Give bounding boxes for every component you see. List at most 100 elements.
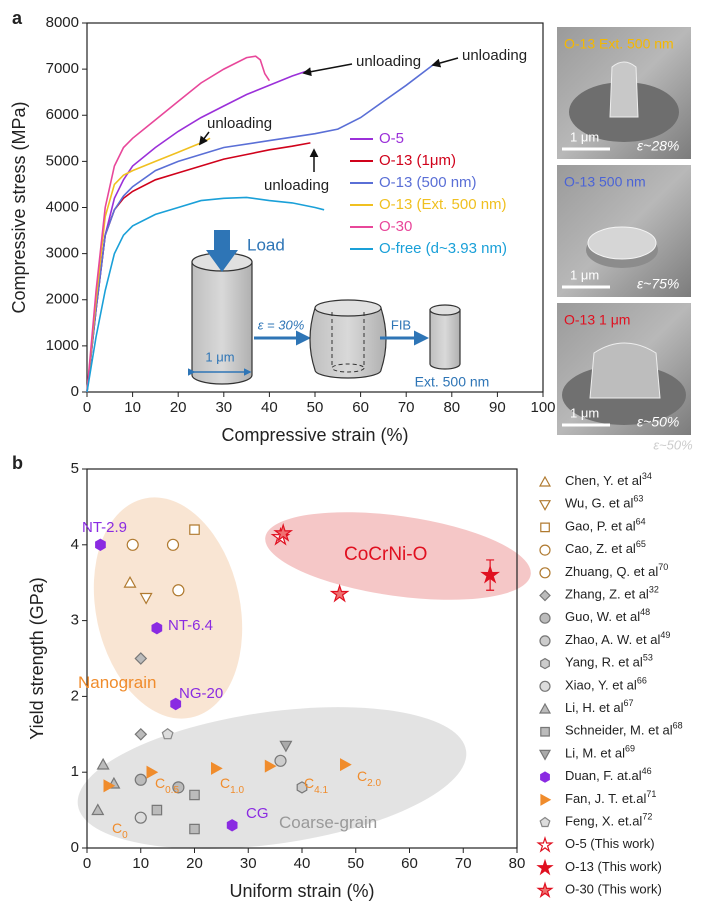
- legend-name: Wu, G. et al: [565, 496, 634, 511]
- data-point: [329, 583, 350, 603]
- legend-marker: [540, 793, 552, 806]
- legend-ref: 66: [637, 676, 647, 686]
- annotation-sub: 4.1: [314, 785, 328, 796]
- legend-label: Duan, F. at.al46: [565, 766, 652, 783]
- sem-image: O-13 1 μm 1 μm ε~50%: [557, 303, 691, 435]
- data-point: [91, 803, 105, 816]
- legend-ref: 32: [649, 585, 659, 595]
- data-point: [126, 538, 139, 551]
- image-caption: ε~50%: [653, 437, 692, 452]
- x-tick-label: 20: [186, 855, 203, 872]
- annotation-arrow: [302, 63, 353, 77]
- legend-label: Guo, W. et al48: [565, 608, 650, 625]
- legend-marker: [536, 858, 554, 876]
- legend-marker: [539, 635, 551, 647]
- legend-name: Cao, Z. et al: [565, 542, 636, 557]
- sem-pillar: [609, 61, 639, 118]
- y-tick-label: 8000: [46, 14, 79, 31]
- annotation: CG: [246, 805, 269, 822]
- annotation-text: Nanograin: [78, 673, 156, 692]
- data-point: [172, 781, 185, 794]
- data-point: [274, 754, 287, 767]
- x-tick-label: 80: [443, 399, 460, 416]
- x-tick-label: 70: [398, 399, 415, 416]
- legend-label: Feng, X. et.al72: [565, 812, 652, 829]
- data-point: [170, 697, 182, 711]
- data-point: [480, 564, 501, 584]
- data-point: [340, 758, 352, 772]
- scale-bar-label: 1 μm: [570, 405, 599, 420]
- legend-label: O-13 (1μm): [379, 152, 456, 169]
- x-tick-label: 20: [170, 399, 187, 416]
- legend-label: O-30: [379, 218, 412, 235]
- sem-pillar: [589, 342, 661, 399]
- x-tick-label: 50: [307, 399, 324, 416]
- data-point: [96, 757, 110, 770]
- legend-name: Fan, J. T. et.al: [565, 791, 647, 806]
- legend-marker: [539, 567, 551, 579]
- schematic-label: Load: [247, 235, 285, 254]
- image-title: O-13 Ext. 500 nm: [564, 36, 674, 52]
- legend-ref: 34: [642, 471, 652, 481]
- annotation-arrow: [431, 57, 459, 68]
- legend-label: O-13 (500 nm): [379, 174, 477, 191]
- legend-label: O-30 (This work): [565, 882, 662, 897]
- legend-name: Schneider, M. et al: [565, 723, 673, 738]
- legend-label: Wu, G. et al63: [565, 494, 643, 511]
- legend-name: Duan, F. at.al: [565, 769, 642, 784]
- annotation-text: C: [112, 820, 122, 836]
- legend-label: Cao, Z. et al65: [565, 539, 646, 556]
- legend-ref: 46: [642, 766, 652, 776]
- legend-marker: [536, 881, 554, 898]
- legend-marker: [540, 657, 550, 670]
- legend-label: Li, M. et al69: [565, 744, 635, 761]
- x-tick-label: 30: [215, 399, 232, 416]
- legend-ref: 70: [658, 562, 668, 572]
- legend-ref: 69: [625, 744, 635, 754]
- data-point: [166, 538, 180, 551]
- annotation-text: C: [220, 775, 230, 791]
- panel-label: a: [12, 8, 23, 28]
- annotation: C0: [112, 820, 128, 841]
- x-tick-label: 30: [240, 855, 257, 872]
- annotation-sub: 2.0: [367, 778, 381, 789]
- annotation: NG-20: [179, 685, 223, 702]
- y-tick-label: 7000: [46, 60, 79, 77]
- schematic-label: Ext. 500 nm: [415, 374, 490, 390]
- scale-bar-label: 1 μm: [570, 267, 599, 282]
- legend-marker: [538, 500, 552, 511]
- annotation-sub: 0: [122, 830, 128, 841]
- x-tick-label: 70: [455, 855, 472, 872]
- data-point: [189, 823, 200, 835]
- x-tick-label: 60: [401, 855, 418, 872]
- data-point: [189, 524, 200, 535]
- image-strain: ε~50%: [637, 414, 679, 430]
- data-point: [226, 819, 238, 832]
- image-strain: ε~75%: [637, 276, 679, 292]
- y-axis-label: Compressive stress (MPa): [9, 101, 29, 313]
- legend-name: O-13 (This work): [565, 859, 662, 874]
- legend-ref: 48: [640, 608, 650, 618]
- legend-name: O-5 (This work): [565, 837, 655, 852]
- legend-name: Guo, W. et al: [565, 610, 640, 625]
- legend-label: O-5: [379, 130, 404, 147]
- annotation-arrow: [198, 131, 210, 146]
- legend-name: Xiao, Y. et al: [565, 678, 637, 693]
- annotation-text: NT-6.4: [168, 617, 213, 634]
- legend-label: O-5 (This work): [565, 837, 655, 852]
- data-line: [86, 63, 435, 393]
- legend-marker: [539, 544, 551, 556]
- legend-name: Li, M. et al: [565, 746, 625, 761]
- data-point: [279, 740, 293, 753]
- legend-name: Zhuang, Q. et al: [565, 564, 658, 579]
- y-tick-label: 0: [71, 383, 79, 400]
- data-point: [211, 761, 223, 775]
- legend-marker: [539, 589, 551, 602]
- y-tick-label: 6000: [46, 106, 79, 123]
- legend-name: Li, H. et al: [565, 700, 624, 715]
- annotation: unloading: [356, 53, 421, 70]
- legend-ref: 67: [624, 698, 634, 708]
- legend-marker: [540, 726, 550, 737]
- legend-ref: 71: [646, 789, 656, 799]
